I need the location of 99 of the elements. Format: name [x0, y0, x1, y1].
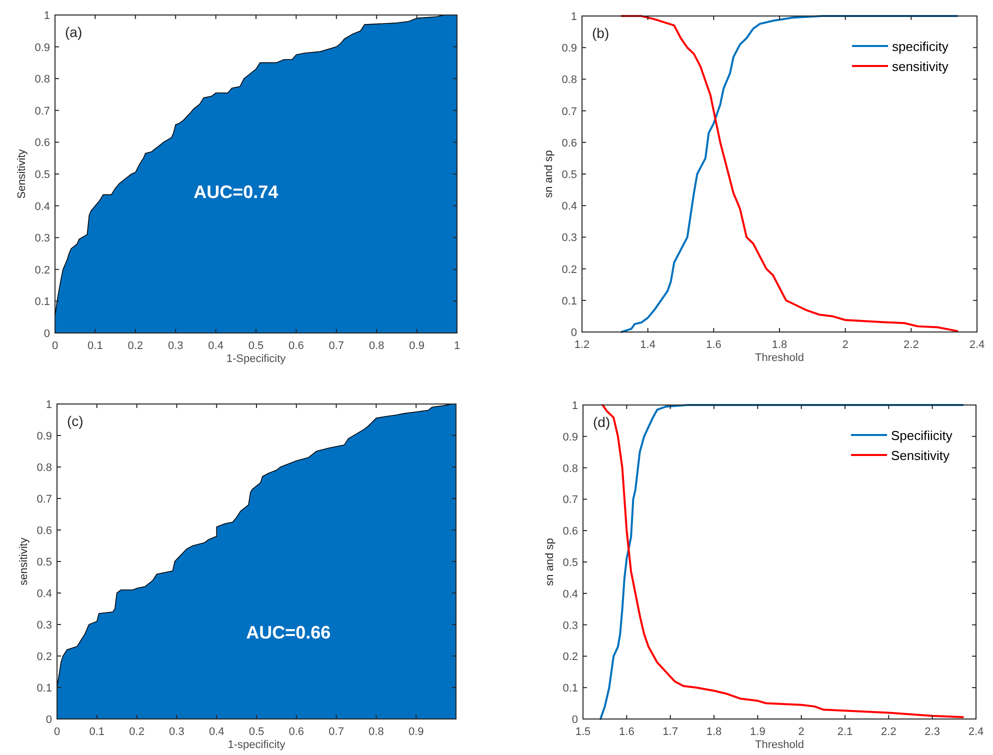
- x-tick-label: 2.2: [881, 726, 896, 738]
- x-tick-label: 0.2: [129, 726, 144, 738]
- y-tick-label: 0.2: [34, 264, 50, 276]
- y-axis-title: Sensitivity: [16, 148, 28, 199]
- annotation: (c): [67, 413, 84, 429]
- x-tick-label: 2.1: [837, 726, 853, 738]
- x-tick-label: 0.7: [328, 340, 344, 352]
- y-tick-label: 0.2: [562, 651, 578, 664]
- y-tick-label: 0.7: [562, 494, 578, 506]
- x-tick-label: 1.4: [640, 339, 656, 351]
- x-tick-label: 1.7: [662, 726, 678, 738]
- x-tick-label: 0.4: [208, 340, 224, 352]
- y-tick-label: 0.5: [36, 556, 52, 568]
- y-tick-label: 0.3: [34, 232, 50, 245]
- legend-label: sensitivity: [892, 59, 949, 74]
- legend-label: Sensitivity: [891, 448, 950, 463]
- y-tick-label: 0.4: [34, 200, 50, 213]
- x-tick-label: 1.8: [706, 726, 722, 738]
- y-tick-label: 0.5: [562, 169, 577, 181]
- x-tick-label: 2.4: [969, 339, 985, 351]
- x-tick-label: 0.9: [409, 340, 424, 352]
- x-tick-label: 1: [454, 340, 460, 352]
- y-tick-label: 0.2: [36, 651, 52, 663]
- y-tick-label: 0.7: [34, 105, 50, 118]
- y-tick-label: 0.8: [562, 74, 577, 86]
- x-tick-label: 0.3: [169, 726, 184, 738]
- y-tick-label: 0.9: [36, 430, 52, 442]
- y-tick-label: 0: [572, 714, 578, 726]
- y-tick-label: 0.5: [34, 169, 50, 181]
- y-tick-label: 1: [572, 400, 578, 412]
- x-tick-label: 0.8: [368, 340, 384, 352]
- x-tick-label: 1.5: [575, 726, 591, 738]
- x-axis-title: 1-specificity: [228, 739, 286, 751]
- y-axis-title: sn and sp: [544, 538, 556, 586]
- y-tick-label: 0.7: [36, 494, 52, 506]
- y-tick-label: 1: [44, 10, 50, 22]
- x-tick-label: 2.4: [968, 726, 984, 738]
- y-tick-label: 0.5: [562, 557, 578, 569]
- x-tick-label: 0.8: [368, 726, 384, 738]
- x-tick-label: 2.2: [904, 339, 919, 351]
- y-tick-label: 0: [46, 714, 52, 726]
- y-tick-label: 0.9: [34, 42, 50, 54]
- annotation: (b): [592, 25, 610, 41]
- y-tick-label: 0.8: [36, 462, 52, 474]
- y-tick-label: 0.7: [562, 106, 577, 118]
- y-tick-label: 0: [570, 327, 577, 339]
- y-tick-label: 0.4: [36, 588, 52, 600]
- x-axis-title: Threshold: [755, 739, 804, 751]
- annotation: (a): [65, 24, 82, 40]
- y-tick-label: 0.6: [36, 525, 52, 537]
- y-tick-label: 0.2: [562, 264, 577, 276]
- x-tick-label: 0.2: [128, 340, 144, 352]
- x-axis-title: Threshold: [755, 352, 804, 364]
- y-tick-label: 0.6: [562, 137, 577, 150]
- x-tick-label: 0.3: [168, 340, 184, 352]
- y-tick-label: 0.1: [562, 682, 578, 695]
- x-axis-title: 1-Specificity: [226, 353, 286, 365]
- x-tick-label: 0.6: [288, 340, 304, 352]
- legend-label: Specifiicity: [891, 428, 953, 443]
- x-tick-label: 1.8: [772, 339, 788, 351]
- x-tick-label: 0.5: [248, 340, 264, 352]
- x-tick-label: 1.6: [706, 339, 722, 351]
- y-tick-label: 0.1: [34, 296, 50, 308]
- x-tick-label: 0.4: [208, 726, 224, 738]
- y-tick-label: 0.1: [36, 682, 52, 694]
- y-axis-title: sn and sp: [543, 150, 555, 198]
- x-tick-label: 0.1: [89, 726, 105, 738]
- y-axis-title: sensitivity: [18, 537, 30, 586]
- annotation: AUC=0.74: [194, 182, 278, 202]
- x-tick-label: 0.9: [408, 726, 424, 738]
- y-tick-label: 0.6: [34, 137, 50, 150]
- y-tick-label: 0.6: [562, 526, 578, 538]
- y-tick-label: 0.4: [562, 588, 578, 600]
- x-tick-label: 0.7: [328, 726, 344, 738]
- y-tick-label: 1: [570, 11, 577, 23]
- x-tick-label: 0.6: [288, 726, 304, 738]
- y-tick-label: 0: [44, 328, 50, 340]
- y-tick-label: 0.8: [562, 462, 578, 475]
- y-tick-label: 0.9: [562, 431, 578, 444]
- x-tick-label: 2.3: [924, 726, 940, 738]
- y-tick-label: 0.9: [562, 42, 577, 55]
- x-tick-label: 0: [54, 726, 60, 738]
- annotation: (d): [593, 414, 610, 430]
- x-tick-label: 1.9: [750, 726, 766, 738]
- y-tick-label: 0.1: [562, 295, 577, 308]
- y-tick-label: 0.8: [34, 74, 50, 86]
- y-tick-label: 0.3: [562, 620, 578, 632]
- x-tick-label: 1.6: [619, 726, 634, 738]
- legend-label: specificity: [892, 39, 949, 54]
- x-tick-label: 0.1: [88, 340, 103, 352]
- y-tick-label: 0.3: [562, 232, 577, 244]
- x-tick-label: 1.2: [574, 339, 590, 351]
- y-tick-label: 1: [46, 399, 52, 411]
- x-tick-label: 2: [842, 339, 848, 351]
- x-tick-label: 0.5: [248, 726, 264, 738]
- y-tick-label: 0.3: [36, 620, 52, 632]
- annotation: AUC=0.66: [246, 622, 331, 643]
- y-tick-label: 0.4: [562, 200, 577, 213]
- x-tick-label: 2: [798, 726, 804, 738]
